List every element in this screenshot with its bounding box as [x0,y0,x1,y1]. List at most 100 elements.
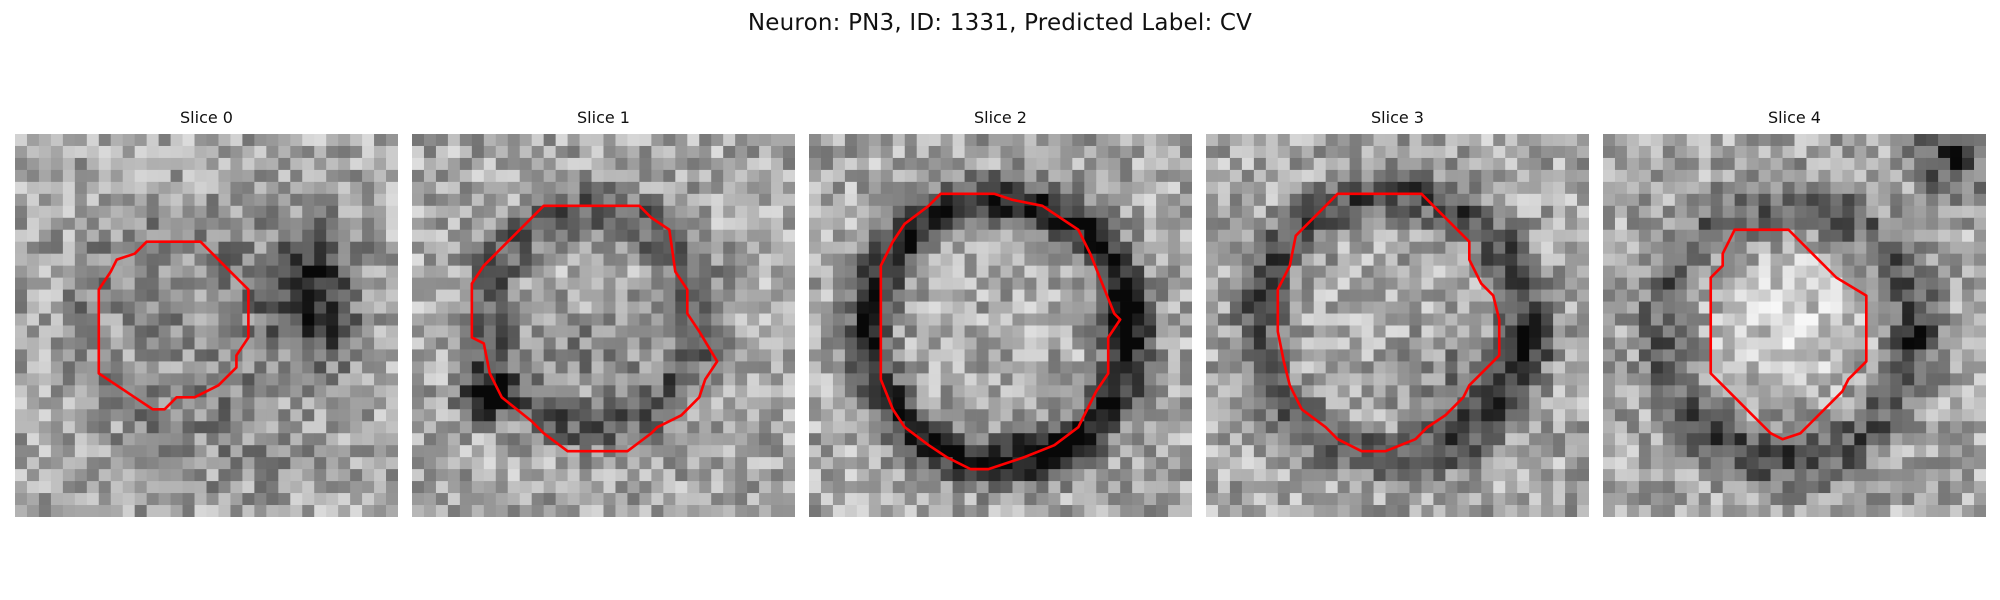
image-pixel [952,289,965,302]
image-pixel [964,265,977,278]
image-pixel [1409,325,1422,338]
image-pixel [38,325,52,338]
slice-panel-0: Slice 0 [15,108,398,517]
image-pixel [615,265,628,278]
image-pixel [423,445,437,458]
image-pixel [1120,145,1133,159]
image-pixel [1974,145,1986,159]
image-pixel [483,313,497,326]
image-pixel [1529,241,1542,255]
image-pixel [1301,373,1315,386]
image-pixel [1072,157,1085,171]
image-pixel [483,421,497,434]
image-pixel [290,385,303,398]
image-pixel [844,493,858,506]
image-pixel [832,134,846,147]
image-pixel [1048,193,1061,207]
image-pixel [50,397,64,410]
image-pixel [880,421,894,434]
image-pixel [423,373,437,386]
image-pixel [1409,349,1422,362]
image-pixel [374,277,387,290]
image-pixel [1878,361,1891,374]
image-pixel [1529,301,1542,314]
image-pixel [531,313,545,326]
image-pixel [338,134,351,147]
image-pixel [1782,277,1795,290]
image-pixel [1229,301,1243,314]
image-pixel [1361,181,1374,195]
image-pixel [868,493,882,506]
image-pixel [1914,433,1927,446]
image-pixel [1770,385,1783,398]
image-pixel [1325,229,1339,243]
image-pixel [1806,421,1819,434]
image-pixel [1493,145,1506,159]
image-pixel [362,265,375,278]
image-pixel [1493,217,1506,231]
image-pixel [15,385,28,398]
image-pixel [615,181,628,195]
image-pixel [1577,205,1589,219]
image-pixel [1854,325,1867,338]
image-pixel [651,253,664,267]
image-pixel [1481,253,1494,267]
image-pixel [1603,253,1616,267]
image-pixel [1156,397,1169,410]
image-pixel [1229,145,1243,159]
image-pixel [362,349,375,362]
image-pixel [1084,361,1097,374]
image-pixel [699,169,712,183]
image-pixel [892,193,906,207]
image-pixel [1974,181,1986,195]
image-pixel [940,217,953,231]
image-pixel [435,241,449,255]
image-pixel [74,397,88,410]
image-pixel [1674,337,1688,350]
image-pixel [543,301,556,314]
image-pixel [651,457,664,470]
image-pixel [1866,433,1879,446]
image-pixel [1469,361,1482,374]
image-pixel [928,505,942,517]
image-pixel [412,217,425,231]
image-pixel [699,145,712,159]
image-pixel [290,217,303,231]
image-pixel [1505,445,1518,458]
image-pixel [711,445,724,458]
image-pixel [988,301,1001,314]
image-pixel [904,301,918,314]
image-pixel [266,217,279,231]
image-pixel [856,277,870,290]
image-pixel [1541,193,1554,207]
image-pixel [591,229,604,243]
image-pixel [1072,313,1085,326]
image-pixel [820,253,834,267]
image-pixel [988,397,1001,410]
image-pixel [603,265,616,278]
image-pixel [1301,205,1315,219]
image-pixel [1206,481,1219,494]
image-pixel [110,445,124,458]
image-pixel [1722,205,1736,219]
image-pixel [483,445,497,458]
image-pixel [1794,205,1807,219]
image-pixel [1000,337,1013,350]
image-pixel [856,373,870,386]
image-pixel [1000,157,1013,171]
image-pixel [1481,313,1494,326]
image-pixel [809,277,822,290]
image-pixel [1722,409,1736,422]
image-pixel [1962,193,1975,207]
image-pixel [1722,265,1736,278]
image-pixel [735,253,748,267]
image-pixel [1878,385,1891,398]
image-pixel [254,205,267,219]
image-pixel [1301,505,1315,517]
image-pixel [1541,493,1554,506]
image-pixel [723,229,736,243]
image-pixel [1060,169,1073,183]
image-pixel [1529,457,1542,470]
image-pixel [1180,421,1192,434]
image-pixel [1349,134,1362,147]
